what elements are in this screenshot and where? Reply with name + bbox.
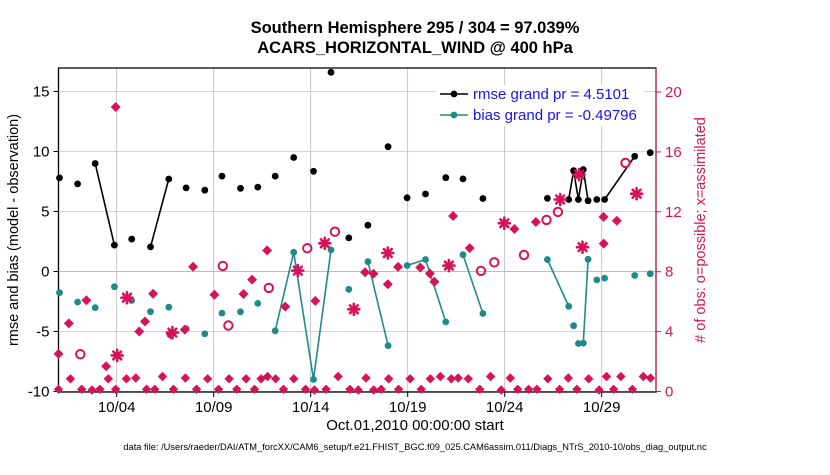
svg-text:bias grand pr = -0.49796: bias grand pr = -0.49796 <box>473 107 637 124</box>
svg-text:Southern Hemisphere 295 / 304: Southern Hemisphere 295 / 304 = 97.039% <box>251 19 580 37</box>
svg-text:rmse grand pr = 4.5101: rmse grand pr = 4.5101 <box>473 86 629 103</box>
svg-text:0: 0 <box>665 384 673 401</box>
svg-text:4: 4 <box>665 324 673 341</box>
svg-text:ACARS_HORIZONTAL_WIND @ 400 hP: ACARS_HORIZONTAL_WIND @ 400 hPa <box>257 39 573 57</box>
svg-text:10/29: 10/29 <box>583 399 621 416</box>
svg-text:10/19: 10/19 <box>389 399 427 416</box>
svg-text:10/04: 10/04 <box>98 399 136 416</box>
svg-text:rmse and bias (model - observa: rmse and bias (model - observation) <box>6 114 22 346</box>
svg-text:0: 0 <box>41 264 49 281</box>
svg-text:Oct.01,2010 00:00:00 start: Oct.01,2010 00:00:00 start <box>326 417 504 434</box>
svg-text:15: 15 <box>33 84 50 101</box>
svg-text:data file: /Users/raeder/DAI/A: data file: /Users/raeder/DAI/ATM_forcXX/… <box>123 442 707 452</box>
svg-text:10/09: 10/09 <box>195 399 233 416</box>
svg-text:10/14: 10/14 <box>292 399 330 416</box>
svg-text:-5: -5 <box>36 324 49 341</box>
svg-text:-10: -10 <box>28 384 50 401</box>
svg-text:20: 20 <box>665 84 682 101</box>
svg-text:12: 12 <box>665 204 682 221</box>
svg-text:10: 10 <box>33 144 50 161</box>
svg-text:8: 8 <box>665 264 673 281</box>
svg-text:16: 16 <box>665 144 682 161</box>
svg-text:10/24: 10/24 <box>486 399 524 416</box>
svg-text:5: 5 <box>41 204 49 221</box>
svg-text:# of obs: o=possible; x=assimi: # of obs: o=possible; x=assimilated <box>693 117 709 343</box>
